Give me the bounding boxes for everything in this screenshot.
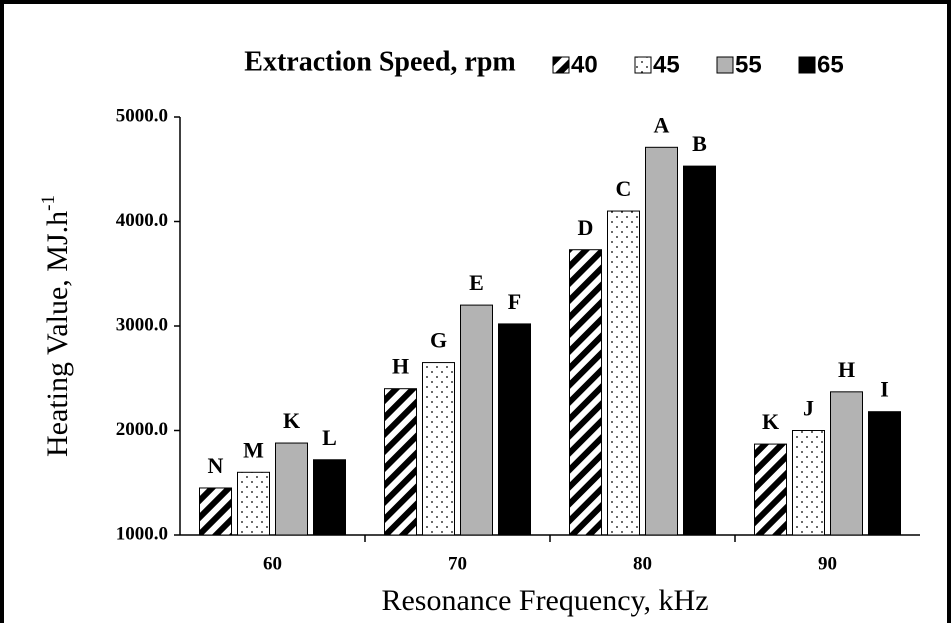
bar-letter: H — [838, 357, 855, 382]
bar-letter: J — [803, 396, 814, 421]
bar — [384, 388, 417, 536]
legend-title: Extraction Speed, rpm — [244, 46, 515, 77]
x-tick-label: 60 — [263, 553, 282, 574]
bar — [498, 323, 531, 536]
bar — [422, 362, 455, 536]
bar — [199, 487, 232, 536]
bar — [460, 304, 493, 536]
legend-swatch — [634, 56, 652, 74]
y-axis-title: Heating Value, MJ.h-1 — [38, 195, 74, 457]
bar-letter: K — [283, 408, 300, 433]
y-tick-label: 4000.0 — [116, 210, 168, 231]
bar-letter: F — [508, 289, 521, 314]
bar — [754, 443, 787, 536]
y-tick-label: 3000.0 — [116, 314, 168, 335]
bar-letter: N — [208, 453, 224, 478]
bar-letter: A — [654, 112, 670, 137]
bar-letter: E — [469, 270, 484, 295]
x-axis-title: Resonance Frequency, kHz — [381, 584, 708, 617]
bar-letter: I — [880, 377, 889, 402]
bar — [645, 146, 678, 536]
bar — [868, 411, 901, 536]
legend-label: 65 — [817, 51, 844, 78]
y-axis-title-sup: -1 — [38, 195, 59, 211]
y-tick-label: 2000.0 — [116, 419, 168, 440]
x-tick-label: 70 — [448, 553, 467, 574]
x-tick-label: 90 — [818, 553, 837, 574]
bar-letter: C — [616, 176, 632, 201]
bar — [683, 165, 716, 536]
bar — [237, 471, 270, 536]
bar — [792, 430, 825, 536]
bar-letter: B — [692, 131, 707, 156]
bar — [569, 249, 602, 536]
bar — [607, 210, 640, 536]
x-tick-label: 80 — [633, 553, 652, 574]
y-axis-title-text: Heating Value, MJ.h — [41, 211, 74, 457]
legend-label: 40 — [571, 51, 598, 78]
bar-letter: K — [762, 409, 779, 434]
legend-swatch — [716, 56, 734, 74]
y-tick-label: 1000.0 — [116, 523, 168, 544]
bar-letter: D — [578, 215, 594, 240]
bar-letter: G — [430, 328, 447, 353]
bar-letter: M — [243, 437, 264, 462]
legend-label: 55 — [735, 51, 762, 78]
bar-letter: L — [322, 425, 337, 450]
bar — [275, 442, 308, 536]
bar-letter: H — [392, 354, 409, 379]
legend-swatch — [798, 56, 816, 74]
bar — [313, 459, 346, 536]
legend-swatch — [552, 56, 570, 74]
bar — [830, 391, 863, 536]
legend-label: 45 — [653, 51, 680, 78]
y-tick-label: 5000.0 — [116, 105, 168, 126]
